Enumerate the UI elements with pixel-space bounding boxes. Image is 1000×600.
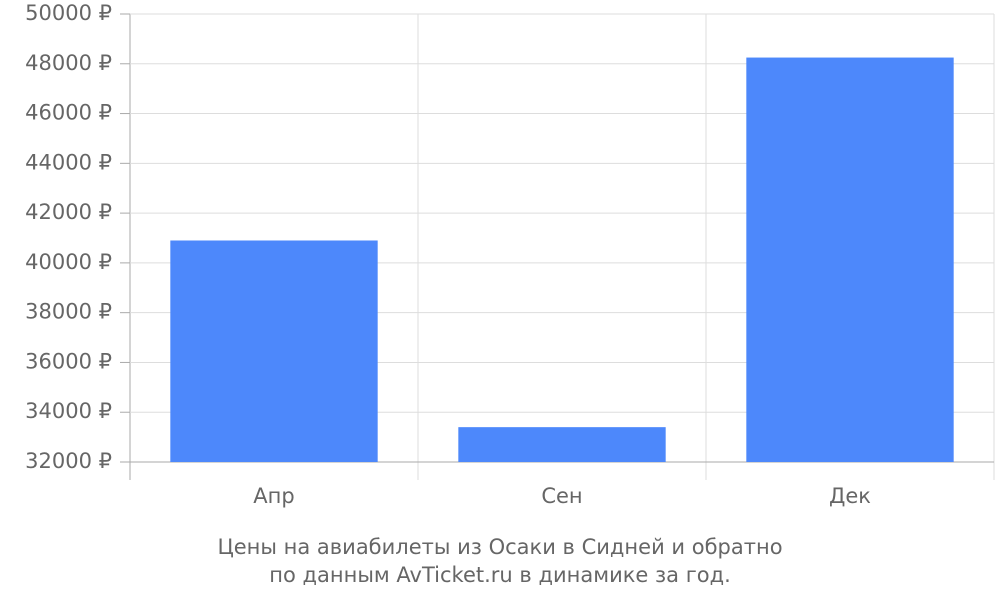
x-tick-label: Дек	[829, 484, 871, 508]
y-tick-label: 36000 ₽	[25, 349, 112, 373]
caption-line: Цены на авиабилеты из Осаки в Сидней и о…	[217, 535, 782, 559]
y-tick-label: 50000 ₽	[25, 1, 112, 25]
y-tick-label: 48000 ₽	[25, 51, 112, 75]
bar	[746, 57, 954, 463]
x-tick-label: Апр	[253, 484, 294, 508]
y-tick-label: 34000 ₽	[25, 399, 112, 423]
bar	[170, 240, 378, 462]
y-tick-label: 32000 ₽	[25, 449, 112, 473]
y-tick-label: 46000 ₽	[25, 101, 112, 125]
y-tick-label: 38000 ₽	[25, 300, 112, 324]
y-tick-label: 44000 ₽	[25, 150, 112, 174]
y-tick-label: 42000 ₽	[25, 200, 112, 224]
x-tick-label: Сен	[541, 484, 582, 508]
y-tick-label: 40000 ₽	[25, 250, 112, 274]
bar	[458, 427, 666, 462]
caption-line: по данным AvTicket.ru в динамике за год.	[269, 563, 731, 587]
